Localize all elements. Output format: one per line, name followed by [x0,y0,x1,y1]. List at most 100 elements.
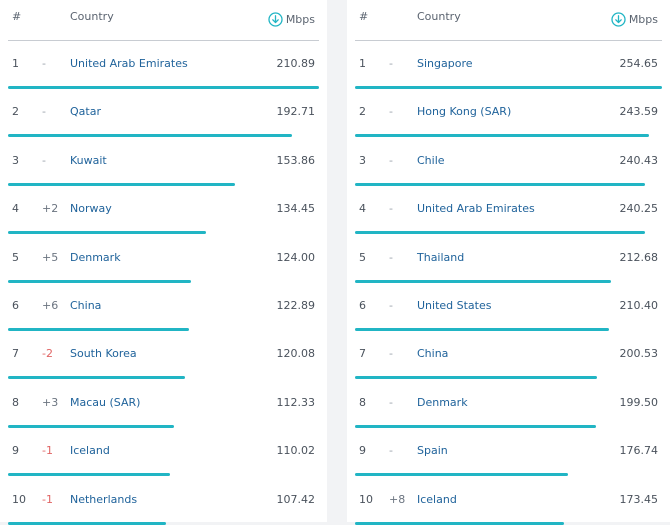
speed-column-header: Mbps [611,12,658,27]
rank-change: +3 [42,395,59,409]
ranking-row: 9 -1 Iceland 110.02 [8,428,319,477]
ranking-row: 1 - United Arab Emirates 210.89 [8,41,319,89]
download-arrow-icon [611,12,626,27]
speed-bar [355,182,645,186]
speed-bar [355,231,645,235]
country-link[interactable]: Iceland [70,444,110,458]
speed-value: 240.25 [619,202,659,216]
speed-bar [8,279,191,283]
speed-bar [8,134,292,138]
table-header: # Country Mbps [355,0,662,41]
speed-bar [8,231,206,235]
rank-column-header: # [359,10,369,23]
speed-value: 110.02 [276,444,316,458]
country-link[interactable]: Netherlands [70,492,138,506]
country-link[interactable]: United Arab Emirates [417,202,535,216]
ranking-row: 9 - Spain 176.74 [355,428,662,477]
rank-change: - [389,347,393,361]
country-link[interactable]: China [417,347,449,361]
country-link[interactable]: Singapore [417,57,473,70]
speed-bar [355,376,597,380]
rank-number: 6 [12,299,19,312]
mobile-ranking-panel: # Country Mbps 1- United Arab Emirates 210… [0,0,327,525]
speed-value: 112.33 [276,395,316,409]
speed-value: 176.74 [619,444,659,458]
speed-value: 254.65 [619,57,659,70]
rank-change: - [42,57,46,70]
country-link[interactable]: Norway [70,202,112,216]
ranking-row: 5 - Thailand 212.68 [355,235,662,283]
rank-number: 6 [359,299,366,312]
country-link[interactable]: Iceland [417,492,457,506]
speed-bar [355,473,568,477]
speed-value: 210.89 [276,57,316,70]
speed-value: 120.08 [276,347,316,361]
rank-number: 7 [359,347,366,361]
country-link[interactable]: Chile [417,153,445,167]
speed-value: 192.71 [276,105,316,119]
country-link[interactable]: Denmark [417,395,468,409]
country-link[interactable]: Thailand [417,250,465,264]
rank-change: - [389,250,393,264]
speed-value: 173.45 [619,492,659,506]
speed-value: 199.50 [619,395,659,409]
rank-number: 2 [12,105,19,119]
rank-number: 9 [12,444,19,458]
rank-change: -1 [42,444,53,458]
speed-bar [355,279,611,283]
country-link[interactable]: Hong Kong (SAR) [417,105,512,119]
ranking-row: 1 - Singapore 254.65 [355,41,662,89]
ranking-row: 3 - Kuwait 153.86 [8,138,319,186]
ranking-row: 6 +6 China 122.89 [8,283,319,331]
ranking-row: 10 +8 Iceland 173.45 [355,477,662,525]
country-link[interactable]: United States [417,299,492,312]
ranking-row: 4 +2 Norway 134.45 [8,186,319,235]
rank-change: - [389,299,393,312]
speed-bar [355,134,649,138]
country-link[interactable]: Qatar [70,105,101,119]
rank-number: 3 [359,153,366,167]
speed-unit-label: Mbps [628,13,658,26]
rank-change: -1 [42,492,53,506]
rank-number: 1 [359,57,366,70]
ranking-row: 8 +3 Macau (SAR) 112.33 [8,380,319,428]
rank-number: 3 [12,153,19,167]
country-link[interactable]: Denmark [70,250,121,264]
ranking-row: 2 - Hong Kong (SAR) 243.59 [355,89,662,138]
rank-number: 1 [12,57,19,70]
table-header: # Country Mbps [8,0,319,41]
ranking-row: 7 -2 South Korea 120.08 [8,331,319,380]
speed-value: 107.42 [276,492,316,506]
speed-value: 212.68 [619,250,659,264]
country-link[interactable]: Macau (SAR) [70,395,141,409]
rank-number: 9 [359,444,366,458]
rank-change: +2 [42,202,59,216]
speed-column-header: Mbps [268,12,315,27]
country-link[interactable]: Kuwait [70,153,107,167]
rank-change: +5 [42,250,59,264]
rank-number: 2 [359,105,366,119]
rank-change: - [389,105,393,119]
speed-value: 243.59 [619,105,659,119]
rank-number: 8 [359,395,366,409]
speed-bar [355,424,596,428]
rank-change: - [389,202,393,216]
speed-value: 240.43 [619,153,659,167]
speed-bar [8,182,235,186]
speed-bar [8,328,189,331]
country-link[interactable]: United Arab Emirates [70,57,188,70]
speed-value: 210.40 [619,299,659,312]
ranking-row: 3 - Chile 240.43 [355,138,662,186]
rank-change: -2 [42,347,53,361]
country-link[interactable]: South Korea [70,347,137,361]
ranking-row: 7 - China 200.53 [355,331,662,380]
rank-column-header: # [12,10,22,23]
ranking-row: 8 - Denmark 199.50 [355,380,662,428]
download-arrow-icon [268,12,283,27]
country-column-header: Country [70,10,114,23]
rank-change: - [389,57,393,70]
fixed-broadband-ranking-panel: # Country Mbps 1 - Singapore 254.65 2 - Hong K… [347,0,670,525]
rank-number: 10 [359,492,373,506]
country-link[interactable]: Spain [417,444,448,458]
country-link[interactable]: China [70,299,102,312]
